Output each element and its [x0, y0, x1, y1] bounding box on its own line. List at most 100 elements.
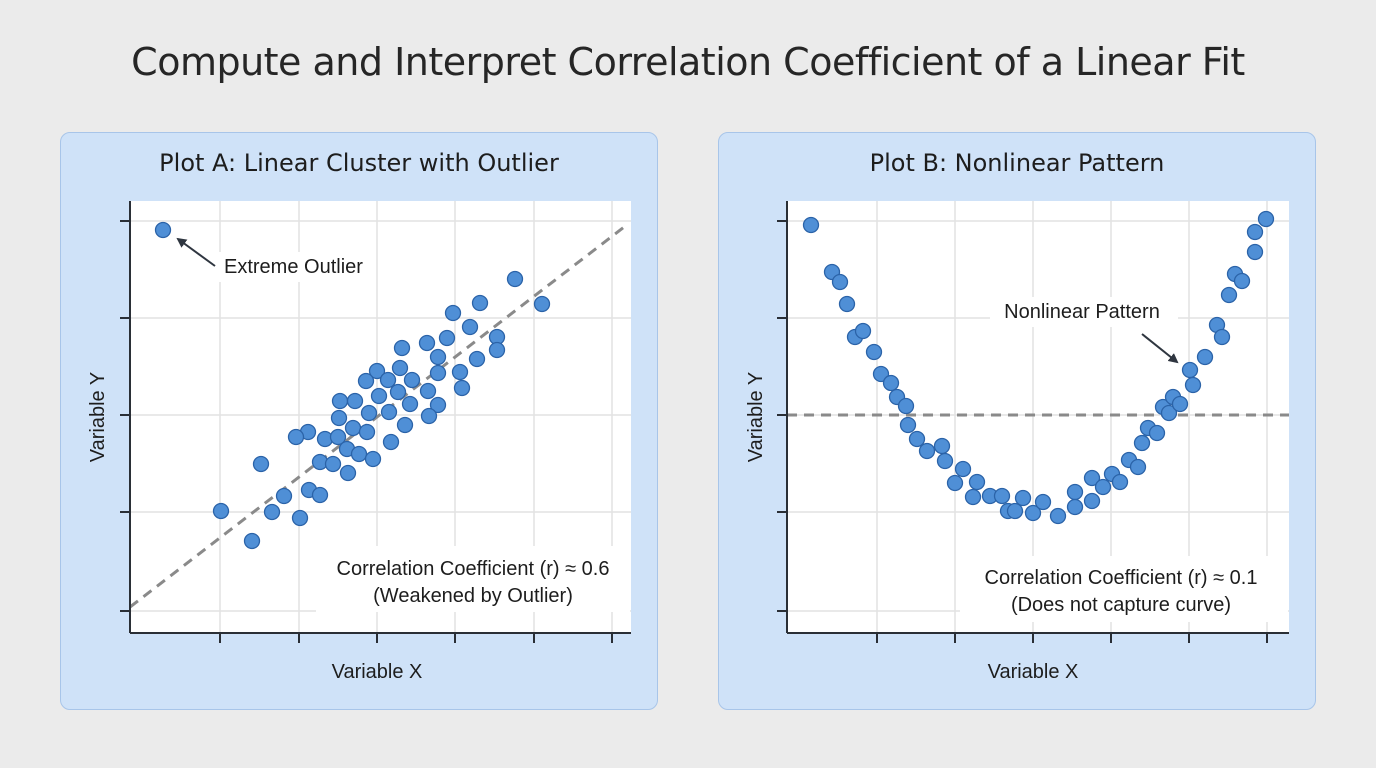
data-point — [468, 350, 486, 368]
data-point — [1246, 223, 1264, 241]
data-point — [212, 502, 230, 520]
data-point — [968, 473, 986, 491]
data-point — [344, 419, 362, 437]
plot-b-title: Plot B: Nonlinear Pattern — [869, 149, 1165, 177]
plot-a-stat-box — [316, 546, 630, 612]
data-point — [1014, 489, 1032, 507]
data-point — [964, 488, 982, 506]
data-point — [389, 383, 407, 401]
data-point — [403, 371, 421, 389]
data-point — [1160, 404, 1178, 422]
data-point — [429, 348, 447, 366]
data-point — [350, 445, 368, 463]
data-point — [252, 455, 270, 473]
data-point — [1181, 361, 1199, 379]
data-point — [1133, 434, 1151, 452]
data-point — [357, 372, 375, 390]
data-point — [1129, 458, 1147, 476]
plot-b-axes — [777, 201, 1289, 643]
plot-a-title: Plot A: Linear Cluster with Outlier — [159, 149, 559, 177]
data-point — [339, 464, 357, 482]
data-point — [533, 295, 551, 313]
data-point — [311, 486, 329, 504]
data-point — [1213, 328, 1231, 346]
data-point — [438, 329, 456, 347]
plot-a-fit-line — [129, 222, 629, 609]
data-point — [1066, 498, 1084, 516]
data-point — [1257, 210, 1275, 228]
data-point — [444, 304, 462, 322]
plot-a-x-label: Variable X — [332, 661, 423, 683]
data-point — [1066, 483, 1084, 501]
data-point — [418, 334, 436, 352]
data-point — [263, 503, 281, 521]
data-point — [1171, 395, 1189, 413]
plot-a-stat-line1: Correlation Coefficient (r) ≈ 0.6 — [337, 558, 610, 580]
data-point — [324, 455, 342, 473]
data-point — [854, 322, 872, 340]
data-point — [346, 392, 364, 410]
data-point — [908, 430, 926, 448]
data-point — [1083, 492, 1101, 510]
data-point — [419, 382, 437, 400]
plot-b-x-label: Variable X — [988, 661, 1079, 683]
data-point — [154, 221, 172, 239]
data-point — [1094, 478, 1112, 496]
outlier-arrow-icon — [176, 237, 216, 267]
data-point — [802, 216, 820, 234]
data-point — [946, 474, 964, 492]
plot-b-points — [802, 210, 1275, 525]
data-point — [838, 295, 856, 313]
data-point — [287, 428, 305, 446]
data-point — [1034, 493, 1052, 511]
data-point — [331, 392, 349, 410]
data-point — [382, 433, 400, 451]
data-point — [936, 452, 954, 470]
data-point — [358, 423, 376, 441]
outlier-label: Extreme Outlier — [224, 256, 363, 278]
data-point — [933, 437, 951, 455]
plot-a-points — [154, 221, 551, 550]
data-point — [429, 364, 447, 382]
data-point — [364, 450, 382, 468]
pattern-label-bg — [990, 297, 1178, 327]
plot-b-y-label: Variable Y — [745, 372, 767, 462]
data-point — [865, 343, 883, 361]
data-point — [899, 416, 917, 434]
plot-a-stat-line2: (Weakened by Outlier) — [373, 585, 573, 607]
data-point — [831, 273, 849, 291]
data-point — [360, 404, 378, 422]
data-point — [954, 460, 972, 478]
data-point — [401, 395, 419, 413]
data-point — [1196, 348, 1214, 366]
plot-b-stat-line1: Correlation Coefficient (r) ≈ 0.1 — [985, 567, 1258, 589]
data-point — [488, 341, 506, 359]
data-point — [291, 509, 309, 527]
data-point — [391, 359, 409, 377]
data-point — [429, 396, 447, 414]
plot-b-stat-line2: (Does not capture curve) — [1011, 594, 1231, 616]
plot-a-y-label: Variable Y — [87, 372, 109, 462]
page-title: Compute and Interpret Correlation Coeffi… — [131, 40, 1245, 84]
data-point — [451, 363, 469, 381]
data-point — [1184, 376, 1202, 394]
data-point — [275, 487, 293, 505]
data-point — [1111, 473, 1129, 491]
data-point — [461, 318, 479, 336]
data-point — [993, 487, 1011, 505]
data-point — [1006, 502, 1024, 520]
data-point — [1246, 243, 1264, 261]
plot-a-axes — [120, 201, 631, 643]
data-point — [897, 397, 915, 415]
outlier-label-bg — [218, 252, 376, 282]
data-point — [1024, 504, 1042, 522]
data-point — [370, 387, 388, 405]
pattern-label: Nonlinear Pattern — [1004, 301, 1160, 323]
data-point — [329, 428, 347, 446]
data-point — [872, 365, 890, 383]
data-point — [506, 270, 524, 288]
data-point — [1049, 507, 1067, 525]
data-point — [1083, 469, 1101, 487]
data-point — [1233, 272, 1251, 290]
